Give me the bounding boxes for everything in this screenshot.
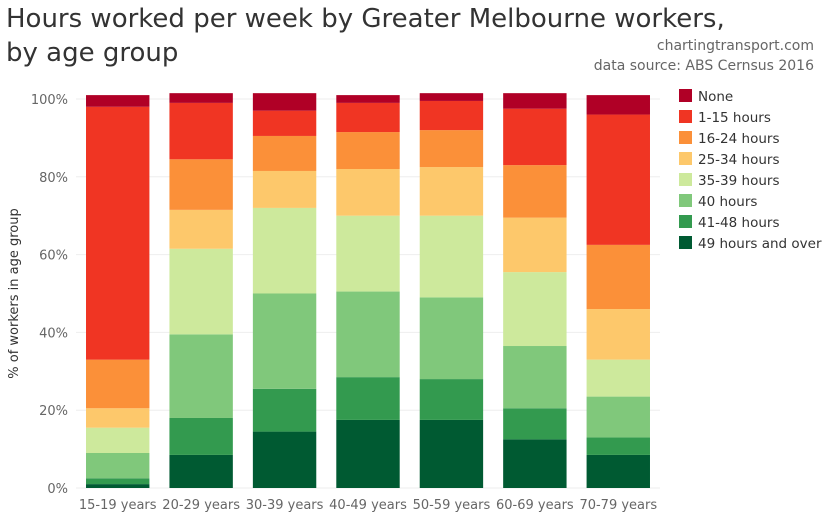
bar-segment [586,396,650,438]
legend-swatch [679,152,692,165]
bar-segment [169,102,233,160]
y-tick-label: 80% [39,171,68,186]
chart-credits: chartingtransport.com data source: ABS C… [594,36,814,76]
bar-segment [419,297,484,380]
bar-segment [503,408,567,440]
legend-label: 49 hours and over [698,236,822,252]
bar-segment [419,93,484,101]
bar-segment [86,452,150,479]
bar-segment [86,427,150,453]
bar-segment [419,215,484,298]
x-tick-label: 60-69 years [496,498,574,513]
bar-segment [169,454,233,488]
bar-segment [586,95,650,115]
legend-label: None [698,89,733,105]
bar-segment [419,379,484,420]
bar-segment [252,431,317,488]
y-tick-label: 0% [47,482,68,497]
bar-segment [419,167,484,216]
bar-segment [86,484,150,488]
bar-segment [586,244,650,310]
bar-segment [503,217,567,273]
legend-swatch [679,89,692,102]
bar-segment [419,419,484,488]
legend-swatch [679,215,692,228]
legend-label: 1-15 hours [698,110,771,126]
bar-segment [586,359,650,397]
legend-label: 35-39 hours [698,173,779,189]
source-text: data source: ABS Cernsus 2016 [593,58,814,74]
x-tick-label: 70-79 years [579,498,657,513]
bar-segment [86,478,150,485]
bar-segment [169,209,233,249]
bar-segment [586,437,650,455]
bar-segment [169,93,233,103]
bar-segment [586,454,650,488]
legend-swatch [679,110,692,123]
bar-segment [169,159,233,210]
bar-segment [252,207,317,294]
legend-label: 16-24 hours [698,131,779,147]
chart-title-line-1: Hours worked per week by Greater Melbour… [6,4,725,34]
bar-segment [336,419,400,488]
credit-text: chartingtransport.com [656,38,814,54]
bar-segment [169,417,233,455]
bar-segment [252,93,317,111]
legend-swatch [679,236,692,249]
x-tick-label: 20-29 years [162,498,240,513]
bar-segment [252,170,317,208]
y-tick-label: 60% [39,249,68,264]
bar-segment [503,165,567,218]
legend-label: 40 hours [698,194,757,210]
bar-segment [503,272,567,347]
bar-segment [503,108,567,166]
y-axis-label: % of workers in age group [7,208,22,378]
bar-segment [336,169,400,216]
y-tick-label: 100% [31,93,68,108]
bar-segment [169,334,233,418]
bar-segment [336,377,400,420]
x-tick-label: 50-59 years [413,498,491,513]
bar-segment [336,132,400,170]
legend-swatch [679,194,692,207]
bar-segment [86,408,150,428]
bar-segment [419,100,484,131]
bar-segment [252,110,317,136]
bar-segment [86,106,150,360]
x-tick-label: 40-49 years [329,498,407,513]
legend-label: 41-48 hours [698,215,779,231]
bar-segment [586,114,650,245]
x-tick-label: 15-19 years [79,498,157,513]
bar-segment [86,359,150,409]
bar-segment [252,293,317,389]
bar-segment [336,95,400,103]
bar-segment [336,291,400,378]
legend-label: 25-34 hours [698,152,779,168]
bar-segment [503,93,567,109]
bar-segment [86,95,150,107]
legend-swatch [679,173,692,186]
bar-segment [169,248,233,335]
bar-segment [503,346,567,409]
bar-segment [503,439,567,488]
y-tick-label: 40% [39,326,68,341]
bar-segment [586,309,650,360]
legend-swatch [679,131,692,144]
chart-title-line-2: by age group [6,38,179,68]
y-tick-label: 20% [39,404,68,419]
x-tick-label: 30-39 years [246,498,324,513]
bar-segment [336,102,400,133]
bar-segment [419,130,484,168]
bar-segment [252,135,317,171]
chart-title: Hours worked per week by Greater Melbour… [6,2,725,70]
bar-segment [336,215,400,292]
bar-segment [252,388,317,432]
